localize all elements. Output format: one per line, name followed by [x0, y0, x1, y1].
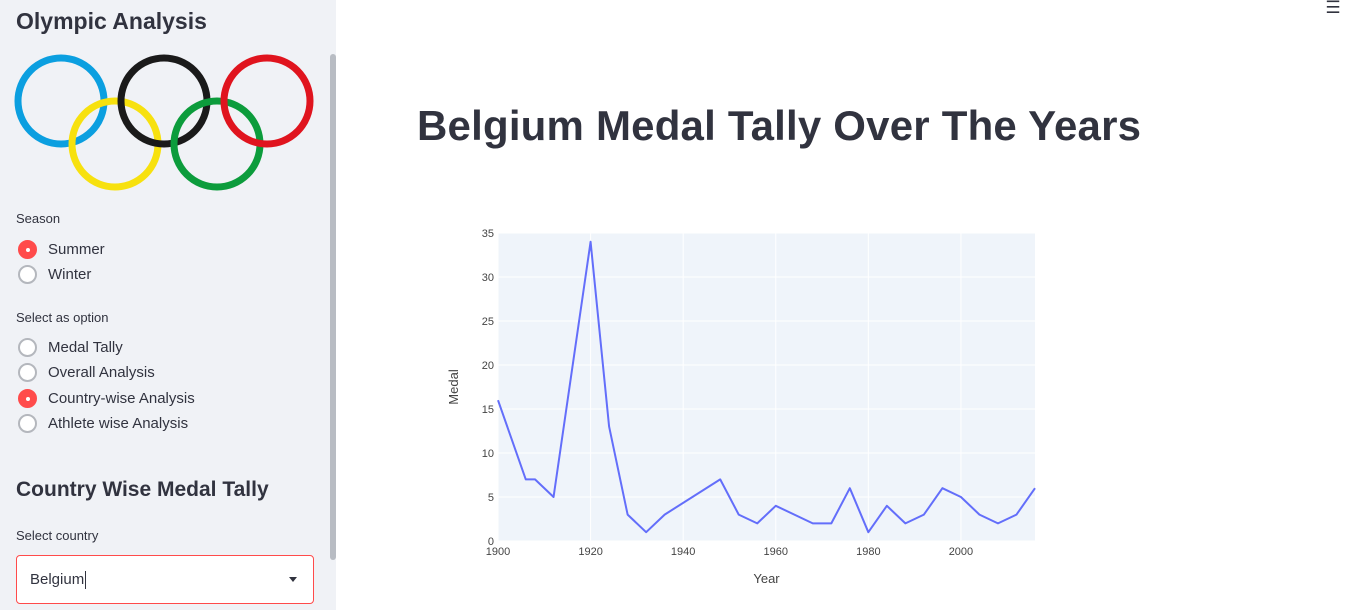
sidebar-title: Olympic Analysis: [16, 8, 207, 34]
x-tick-label: 1920: [578, 546, 602, 558]
hamburger-icon[interactable]: ☰: [1325, 0, 1341, 17]
ring-yellow: [68, 97, 162, 191]
radio-indicator[interactable]: [18, 265, 37, 284]
radio-indicator[interactable]: [18, 338, 37, 357]
radio-label: Overall Analysis: [48, 364, 155, 381]
radio-indicator[interactable]: [18, 363, 37, 382]
ring-blue: [14, 54, 108, 148]
y-tick-label: 25: [482, 316, 494, 328]
x-tick-label: 2000: [949, 546, 973, 558]
medal-line-chart: 0 5 10 15 20 25 30 35 1900 1920 1940 1960 1980 2000 Ye…: [446, 228, 1036, 586]
page-title: Belgium Medal Tally Over The Years: [417, 102, 1142, 149]
radio-label: Summer: [48, 241, 105, 258]
radio-country-wise-analysis[interactable]: Country-wise Analysis: [18, 389, 195, 408]
x-tick-label: 1900: [486, 546, 510, 558]
radio-winter[interactable]: Winter: [18, 265, 91, 284]
option-label: Select as option: [16, 310, 109, 325]
ring-black: [117, 54, 211, 148]
radio-indicator[interactable]: [18, 414, 37, 433]
y-tick-label: 15: [482, 404, 494, 416]
y-axis-label: Medal: [446, 369, 461, 405]
radio-athlete-wise-analysis[interactable]: Athlete wise Analysis: [18, 414, 188, 433]
ring-green: [170, 97, 264, 191]
y-tick-label: 5: [488, 492, 494, 504]
radio-overall-analysis[interactable]: Overall Analysis: [18, 363, 155, 382]
x-tick-label: 1980: [856, 546, 880, 558]
text-cursor: [85, 570, 87, 589]
radio-summer[interactable]: Summer: [18, 240, 105, 259]
y-tick-label: 20: [482, 360, 494, 372]
country-select-value: Belgium: [30, 571, 85, 588]
olympic-rings-logo: [14, 54, 314, 191]
radio-label: Medal Tally: [48, 339, 123, 356]
ring-red: [220, 54, 314, 148]
sidebar-scrollbar[interactable]: [330, 54, 336, 560]
chevron-down-icon[interactable]: [289, 577, 297, 582]
x-tick-label: 1940: [671, 546, 695, 558]
radio-medal-tally[interactable]: Medal Tally: [18, 338, 123, 357]
radio-label: Winter: [48, 266, 92, 283]
radio-label: Country-wise Analysis: [48, 390, 195, 407]
radio-indicator[interactable]: [18, 240, 37, 259]
country-select[interactable]: Belgium: [16, 555, 314, 604]
x-axis-label: Year: [753, 571, 780, 586]
radio-label: Athlete wise Analysis: [48, 415, 189, 432]
radio-indicator[interactable]: [18, 389, 37, 408]
y-tick-label: 30: [482, 272, 494, 284]
x-tick-label: 1960: [764, 546, 788, 558]
y-tick-label: 10: [482, 448, 494, 460]
country-subheader: Country Wise Medal Tally: [16, 478, 269, 501]
series-line-medal: [497, 240, 1036, 534]
y-tick-label: 0: [488, 536, 494, 548]
y-tick-label: 35: [482, 228, 494, 240]
sidebar: Olympic Analysis Season Summer Winter Se…: [0, 0, 336, 610]
country-select-label: Select country: [16, 528, 99, 543]
season-label: Season: [16, 211, 61, 226]
